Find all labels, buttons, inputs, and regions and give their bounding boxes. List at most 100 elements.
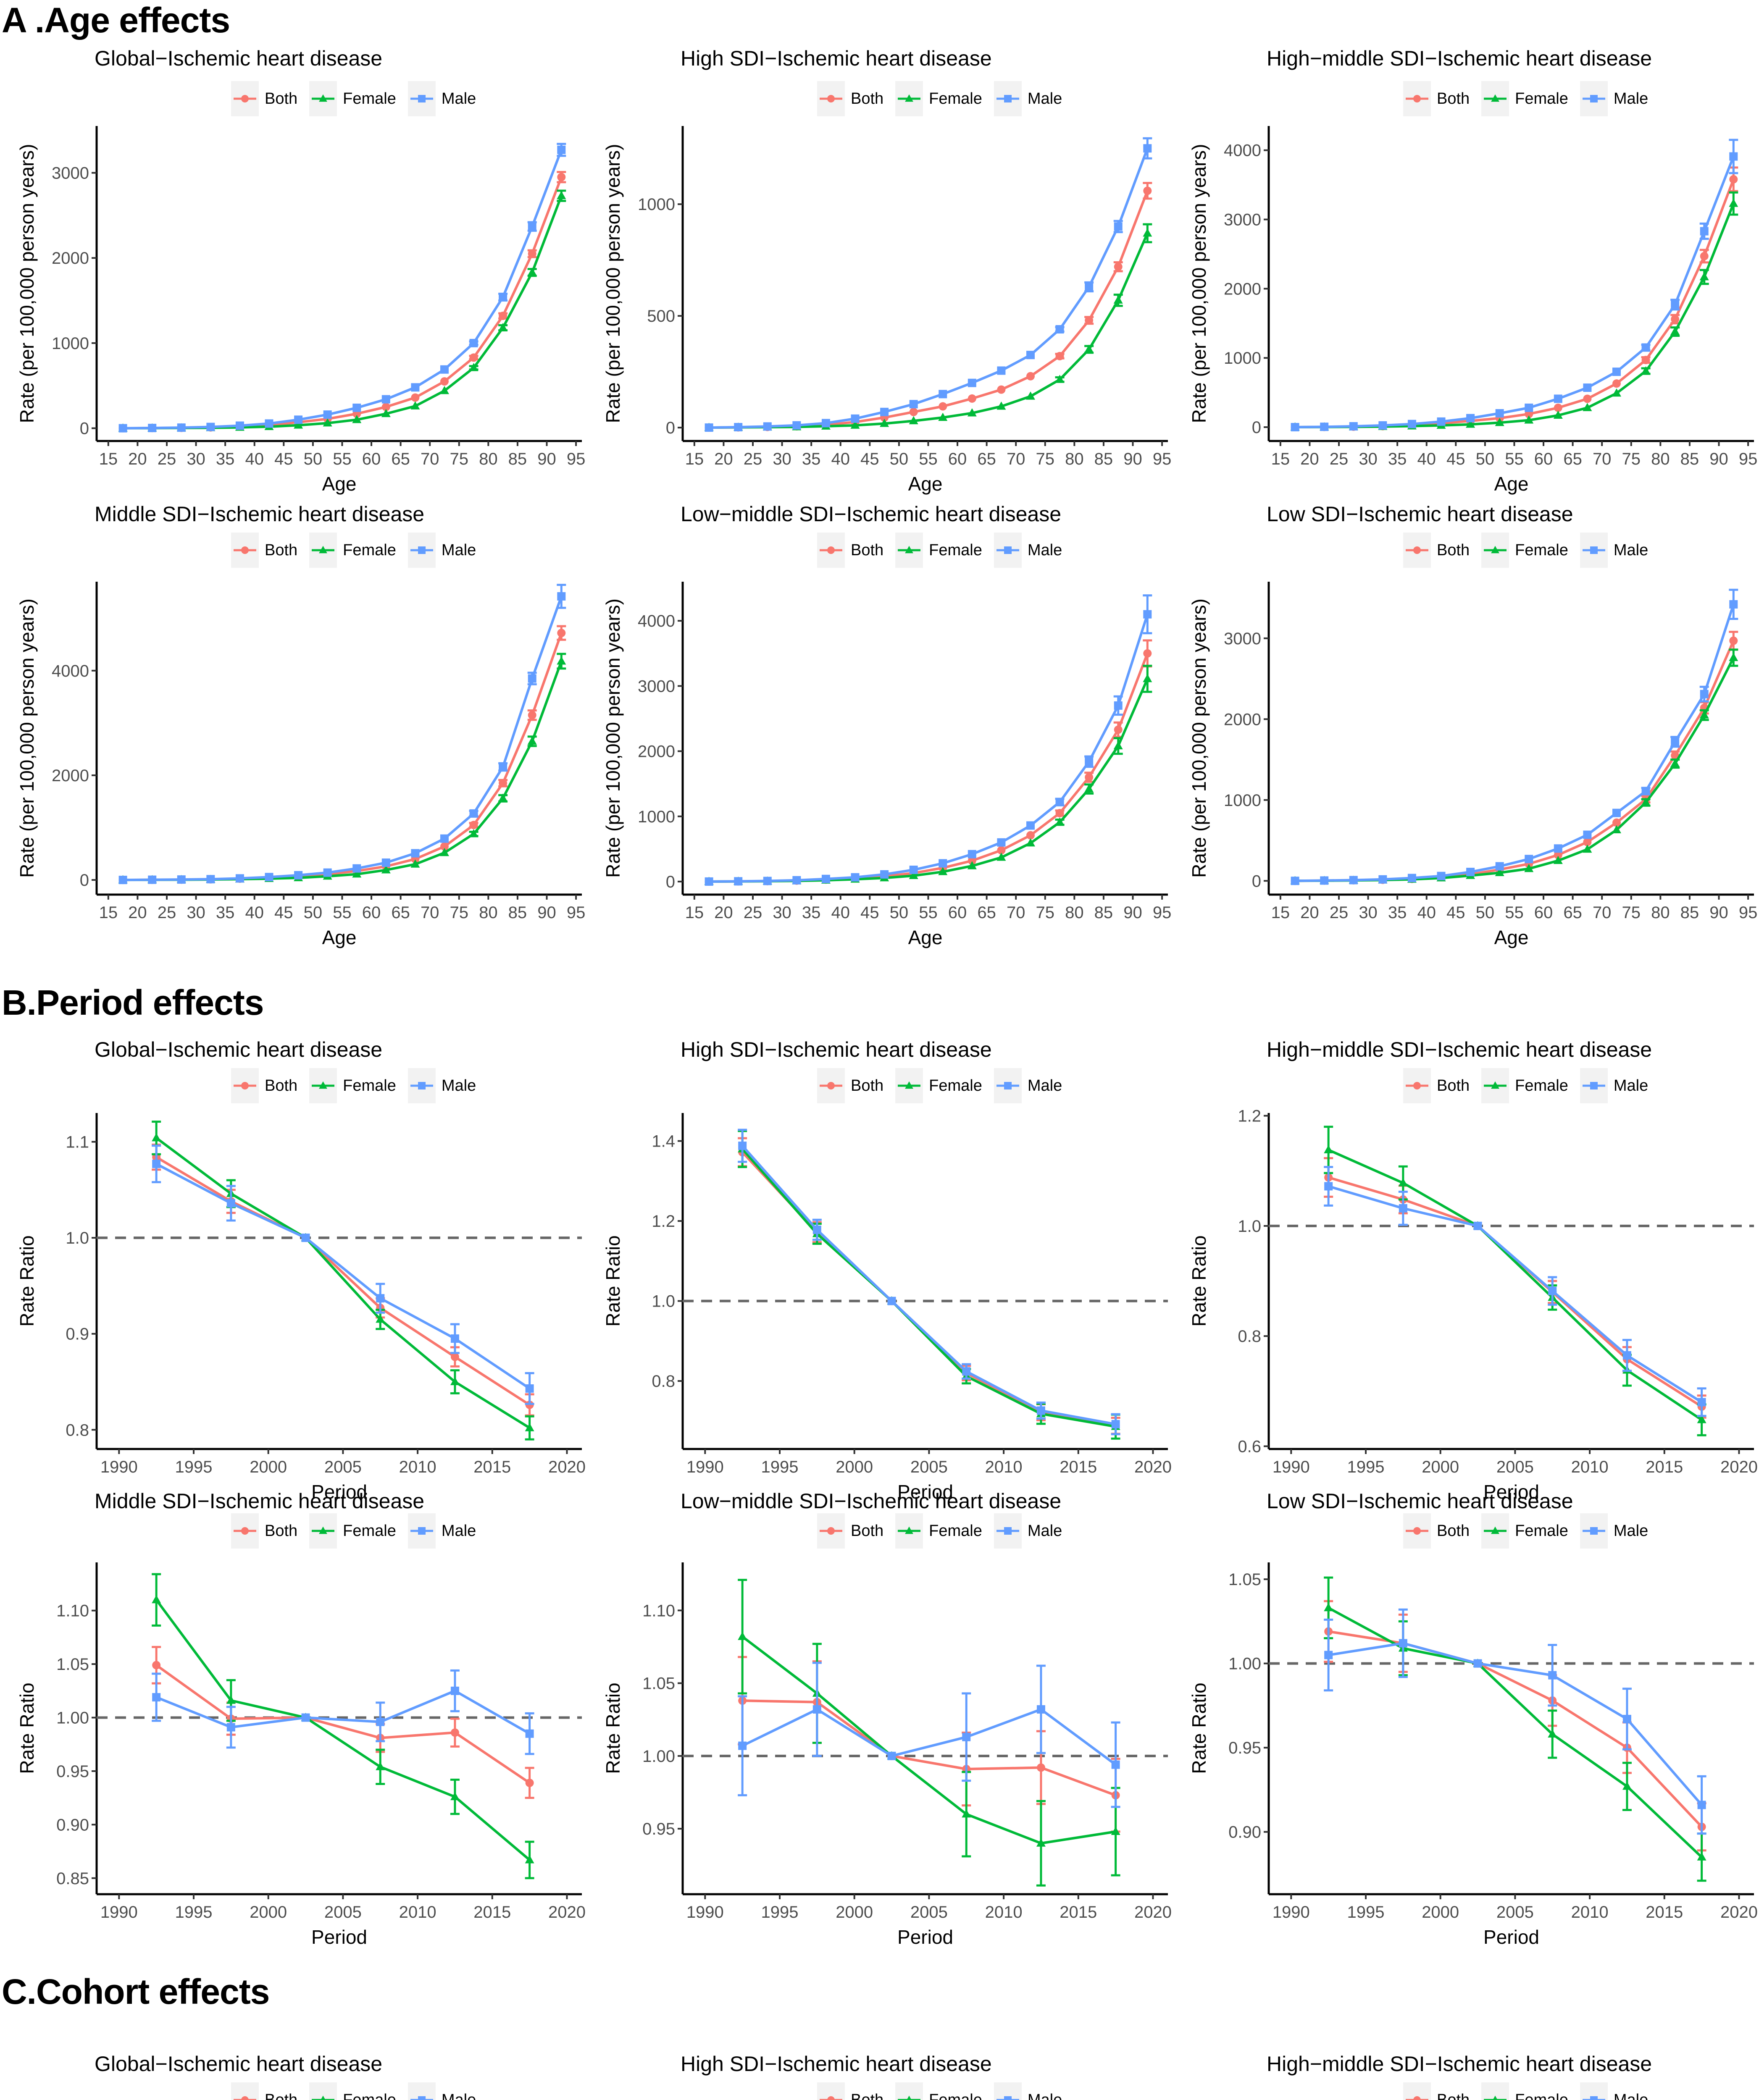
data-point — [962, 1732, 971, 1741]
square-marker-icon — [418, 95, 426, 102]
legend-label: Both — [1437, 89, 1470, 108]
x-tick-label: 50 — [890, 450, 909, 468]
data-point — [1036, 1838, 1046, 1847]
x-tick-label: 20 — [714, 903, 733, 922]
data-point — [1524, 415, 1534, 424]
legend-key-male — [994, 2082, 1022, 2100]
data-point — [411, 393, 420, 402]
series-line — [123, 149, 563, 430]
data-point — [1729, 175, 1738, 184]
y-axis-label: Rate Ratio — [1188, 1235, 1210, 1326]
data-point — [909, 407, 918, 416]
square-marker-icon — [418, 1082, 426, 1089]
data-point — [968, 850, 976, 858]
data-point — [1554, 394, 1562, 403]
data-point — [909, 866, 918, 874]
legend-item-male: Male — [994, 533, 1070, 568]
square-marker-icon — [1590, 1082, 1598, 1089]
triangle-marker-icon — [905, 546, 914, 554]
y-tick-label: 0 — [80, 871, 89, 890]
legend-item-female: Female — [895, 1068, 990, 1103]
data-point — [738, 1741, 747, 1750]
plot-area: 0.95 1.00 1.05 1.10 1990 1995 2000 2005 2010 2015… — [602, 1562, 1172, 1948]
legend-key-male — [408, 2082, 436, 2100]
x-tick-label: 80 — [1651, 903, 1670, 922]
data-point — [880, 419, 889, 427]
legend-label: Both — [1437, 541, 1470, 559]
legend-label: Male — [1027, 541, 1062, 559]
legend-label: Female — [343, 541, 396, 559]
chart-legend: Both Female Male — [1403, 1068, 1660, 1103]
chart-title: Middle SDI−Ischemic heart disease — [95, 1489, 425, 1513]
y-axis-label: Rate Ratio — [16, 1683, 38, 1774]
legend-item-both: Both — [1403, 533, 1477, 568]
legend-item-male: Male — [1580, 1513, 1656, 1549]
data-point — [557, 191, 566, 200]
data-point — [1554, 844, 1562, 853]
x-axis-label: Age — [1494, 927, 1529, 948]
x-tick-label: 70 — [1593, 450, 1612, 468]
data-point — [1622, 1351, 1631, 1360]
x-tick-label: 2005 — [910, 1458, 948, 1476]
data-point — [450, 1686, 459, 1695]
x-tick-label: 2000 — [250, 1903, 287, 1922]
y-tick-label: 3000 — [1224, 211, 1261, 229]
legend-item-female: Female — [309, 2082, 404, 2100]
series-line — [741, 1148, 1116, 1428]
series-line — [741, 1145, 1116, 1425]
data-point — [469, 809, 478, 818]
legend-item-both: Both — [1403, 1068, 1477, 1103]
x-tick-label: 25 — [158, 450, 176, 468]
legend-label: Both — [265, 2091, 298, 2100]
data-point — [235, 874, 244, 883]
data-point — [469, 339, 478, 347]
legend-key-male — [1580, 2082, 1608, 2100]
data-point — [525, 1423, 534, 1431]
legend-item-male: Male — [408, 533, 484, 568]
legend-label: Male — [1613, 1522, 1649, 1540]
data-point — [1111, 1420, 1120, 1428]
data-point — [997, 402, 1006, 410]
data-point — [1143, 144, 1152, 153]
y-tick-label: 1000 — [52, 334, 89, 353]
data-point — [1670, 759, 1680, 767]
data-point — [439, 386, 449, 394]
data-point — [499, 312, 507, 320]
plot-area: 0 500 1000 15 20 25 30 35 40 45 50 55 60 65 70 75 80 85 90… — [602, 126, 1172, 495]
x-tick-label: 95 — [1153, 450, 1172, 468]
circle-marker-icon — [827, 95, 835, 102]
chart-legend: Both Female Male — [817, 1068, 1074, 1103]
legend-label: Both — [851, 1076, 884, 1095]
data-point — [1320, 876, 1329, 885]
series-male — [705, 137, 1152, 432]
x-tick-label: 2020 — [1134, 1458, 1172, 1476]
legend-key-male — [408, 81, 436, 116]
legend-label: Both — [1437, 2091, 1470, 2100]
legend-item-both: Both — [231, 1068, 305, 1103]
legend-item-female: Female — [309, 533, 404, 568]
x-tick-label: 95 — [1153, 903, 1172, 922]
x-tick-label: 2000 — [836, 1903, 873, 1922]
data-point — [1143, 228, 1152, 237]
y-tick-label: 1.2 — [1238, 1107, 1261, 1126]
legend-item-female: Female — [895, 2082, 990, 2100]
y-tick-label: 1.00 — [1228, 1655, 1261, 1673]
data-point — [1324, 1651, 1333, 1659]
data-point — [206, 423, 215, 431]
data-point — [439, 848, 449, 856]
chart-title: High SDI−Ischemic heart disease — [681, 2052, 992, 2076]
series-line — [1328, 1176, 1703, 1408]
data-point — [1036, 1763, 1045, 1772]
x-axis-label: Age — [322, 473, 357, 495]
data-point — [450, 1352, 459, 1361]
x-tick-label: 1990 — [100, 1458, 138, 1476]
x-tick-label: 80 — [479, 903, 498, 922]
data-point — [177, 875, 186, 884]
chart-legend: Both Female Male — [231, 2082, 488, 2100]
data-point — [1622, 1781, 1632, 1790]
series-female — [1324, 1576, 1706, 1882]
data-point — [997, 853, 1006, 861]
data-point — [1114, 222, 1123, 231]
legend-label: Female — [1515, 1522, 1568, 1540]
x-tick-label: 85 — [1680, 903, 1699, 922]
